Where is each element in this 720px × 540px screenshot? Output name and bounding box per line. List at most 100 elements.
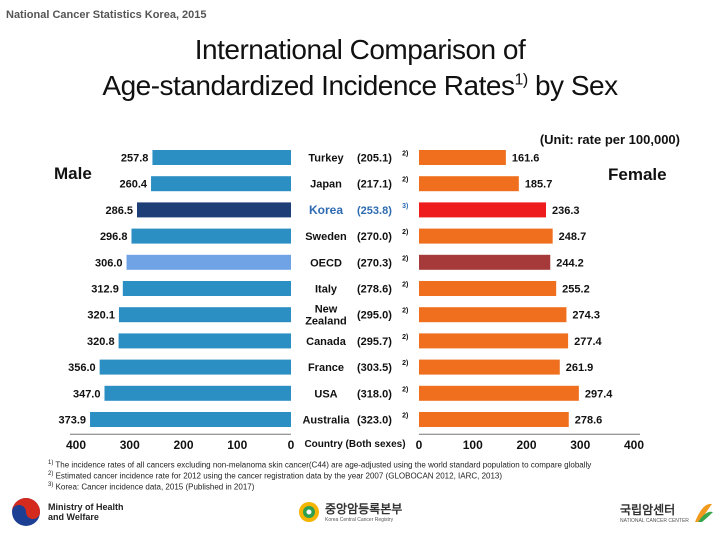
female-value-label-1: 185.7 [525,179,553,191]
country-label-6-line2: Zealand [305,316,347,328]
both-sexes-label-7: (295.7) [357,336,392,348]
country-label-4: OECD [310,257,342,269]
female-label: Female [608,165,667,184]
female-value-label-2: 236.3 [552,205,580,217]
female-value-label-3: 248.7 [559,231,587,243]
chart-title-line1: International Comparison of [194,34,526,65]
country-label-5: Italy [315,284,338,296]
male-axis-tick-3: 100 [227,438,247,452]
male-value-label-1: 260.4 [120,179,148,191]
country-label-7: Canada [306,336,347,348]
male-value-label-9: 347.0 [73,388,101,400]
both-sexes-label-0: (205.1) [357,153,392,165]
both-sexes-label-10: (323.0) [357,415,392,427]
country-label-8: France [308,362,344,374]
both-sexes-label-5: (278.6) [357,284,392,296]
male-bar-1 [151,176,291,192]
male-bar-6 [118,307,291,323]
both-sexes-sup-4: 2) [402,255,408,262]
female-bar-9 [419,385,579,401]
male-axis-tick-0: 400 [66,438,86,452]
header-note: National Cancer Statistics Korea, 2015 [6,9,207,21]
ncc-logo: 국립암센터 NATIONAL CANCER CENTER [620,500,714,524]
female-value-label-5: 255.2 [562,284,590,296]
male-bar-8 [99,359,292,375]
both-sexes-sup-6: 2) [402,308,408,315]
both-sexes-sup-1: 2) [402,177,408,184]
registry-english: Korea Central Cancer Registry [325,517,394,523]
female-bar-5 [419,281,557,296]
male-value-label-3: 296.8 [100,231,128,243]
unit-label: (Unit: rate per 100,000) [539,132,680,147]
ncc-emblem-icon [694,503,713,522]
ncc-korean: 국립암센터 [620,502,676,517]
registry-logo: 중앙암등록본부 Korea Central Cancer Registry [298,500,402,523]
registry-korean: 중앙암등록본부 [325,502,403,516]
male-value-label-7: 320.8 [87,336,115,348]
male-bar-3 [131,228,291,244]
footnote-1: 1) The incidence rates of all cancers ex… [48,460,592,470]
both-sexes-label-2: (253.8) [357,205,392,217]
ministry-logo: Ministry of Health and Welfare [10,496,124,528]
female-value-label-4: 244.2 [556,257,584,269]
chart-title-line2: Age-standardized Incidence Rates1) by Se… [0,70,720,102]
both-sexes-label-3: (270.0) [357,231,392,243]
male-value-label-5: 312.9 [91,284,119,296]
both-sexes-label-4: (270.3) [357,257,392,269]
both-sexes-sup-2: 3) [402,203,408,210]
female-axis-tick-0: 0 [416,438,423,452]
both-sexes-sup-9: 2) [402,386,408,393]
female-value-label-7: 277.4 [574,336,602,348]
male-bar-2 [137,202,291,218]
country-label-2: Korea [309,203,343,217]
female-axis-tick-4: 400 [624,438,644,452]
both-sexes-sup-5: 2) [402,282,408,289]
country-label-10: Australia [302,415,350,427]
female-bar-10 [419,412,569,427]
male-bar-4 [126,254,292,270]
both-sexes-sup-7: 2) [402,334,408,341]
female-bar-1 [419,176,519,192]
female-axis-tick-1: 100 [463,438,483,452]
male-value-label-4: 306.0 [95,257,123,269]
both-sexes-sup-0: 2) [402,151,408,158]
male-value-label-0: 257.8 [121,153,149,165]
both-sexes-label-9: (318.0) [357,388,392,400]
both-sexes-sup-3: 2) [402,229,408,236]
female-value-label-6: 274.3 [572,310,600,322]
taegeuk-icon [12,498,40,526]
both-sexes-sup-10: 2) [402,413,408,420]
both-sexes-label-1: (217.1) [357,179,392,191]
ncc-english: NATIONAL CANCER CENTER [620,517,689,524]
female-bar-0 [419,150,506,165]
country-label-3: Sweden [305,231,347,243]
footnote-3: 3) Korea: Cancer incidence data, 2015 (P… [48,482,255,492]
male-value-label-6: 320.1 [87,310,115,322]
female-bar-4 [419,254,551,270]
female-axis-tick-3: 300 [570,438,590,452]
male-value-label-8: 356.0 [68,362,96,374]
ministry-line1: Ministry of Health [48,502,124,512]
female-value-label-10: 278.6 [575,415,603,427]
both-sexes-label-6: (295.0) [357,310,392,322]
female-axis-tick-2: 200 [516,438,536,452]
both-sexes-label-8: (303.5) [357,362,392,374]
country-label-6-line1: New [315,304,338,316]
title-footnote-mark: 1) [514,71,528,89]
male-axis-tick-2: 200 [173,438,193,452]
ministry-line2: and Welfare [48,512,99,522]
footnote-2: 2) Estimated cancer incidence rate for 2… [48,471,503,481]
female-value-label-9: 297.4 [585,388,613,400]
male-bar-5 [122,281,291,296]
male-bar-9 [104,385,291,401]
center-axis-header: Country (Both sexes) [304,439,405,450]
both-sexes-sup-8: 2) [402,360,408,367]
female-bar-8 [419,359,560,375]
female-bar-2 [419,202,547,218]
country-label-0: Turkey [308,153,344,165]
male-label: Male [54,164,92,183]
male-value-label-2: 286.5 [105,205,133,217]
female-value-label-8: 261.9 [566,362,594,374]
registry-emblem-icon [299,501,319,522]
